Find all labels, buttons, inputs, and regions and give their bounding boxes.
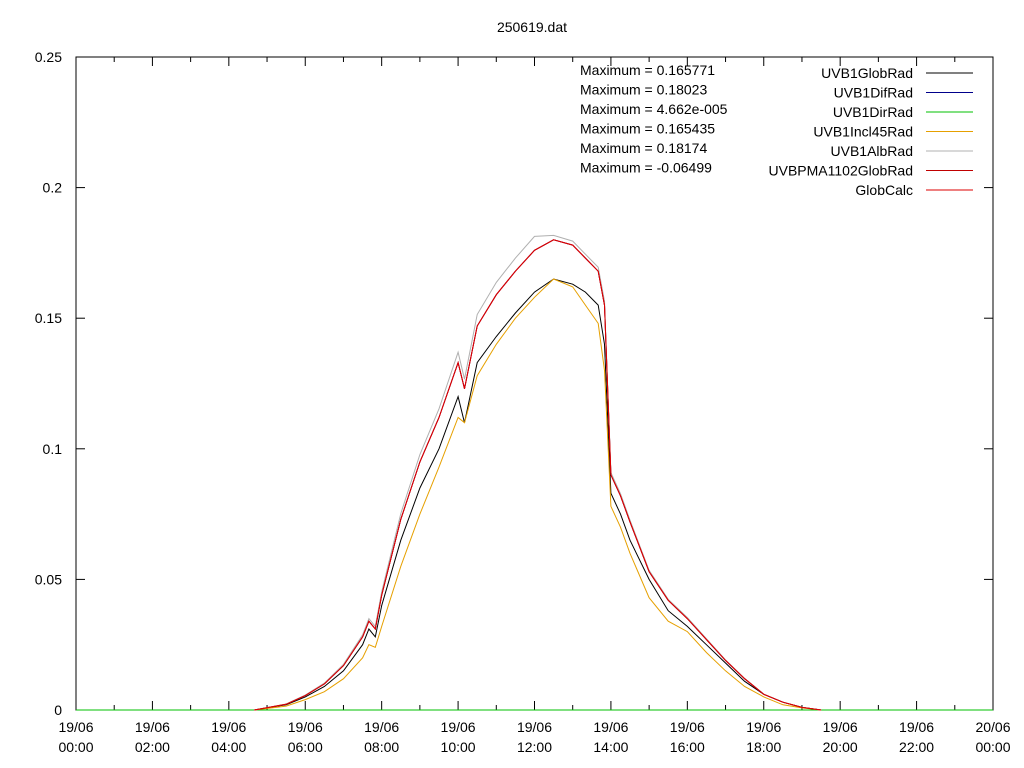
series-line-uvb1albrad	[254, 234, 822, 711]
y-tick-label: 0.2	[43, 180, 63, 196]
series-line-globcalc	[254, 239, 822, 711]
x-tick-label: 19/06 16:00	[670, 719, 705, 755]
x-tick-label: 19/06 18:00	[746, 719, 781, 755]
legend: UVB1GlobRad UVB1DifRad UVB1DirRad UVB1Incl4…	[769, 65, 973, 198]
x-tick-label: 19/06 00:00	[58, 719, 93, 755]
maximum-annotation: Maximum = 0.18174	[580, 140, 707, 156]
legend-label: UVB1AlbRad	[831, 143, 914, 159]
maximum-annotation: Maximum = 0.165771	[580, 62, 715, 78]
x-tick-label: 20/06 00:00	[975, 719, 1010, 755]
x-tick-label: 19/06 14:00	[593, 719, 628, 755]
maximum-annotation: Maximum = 0.18023	[580, 82, 707, 98]
x-axis-tick-labels: 19/06 00:00 19/06 02:00 19/06 04:00 19/06 06:00…	[58, 719, 1010, 755]
y-axis-tick-labels: 0 0.05 0.1 0.15 0.2 0.25	[35, 49, 62, 718]
chart-title: 250619.dat	[497, 19, 567, 35]
legend-label: UVB1GlobRad	[821, 65, 913, 81]
series-line-uvbpma1102globrad	[254, 239, 822, 711]
maximum-annotations: Maximum = 0.165771 Maximum = 0.18023 Maxim…	[580, 62, 728, 176]
maximum-annotation: Maximum = 4.662e-005	[580, 101, 728, 117]
x-tick-label: 19/06 08:00	[364, 719, 399, 755]
x-tick-label: 19/06 20:00	[823, 719, 858, 755]
x-tick-label: 19/06 06:00	[288, 719, 323, 755]
x-tick-label: 19/06 02:00	[135, 719, 170, 755]
series-line-uvb1incl45rad	[254, 278, 822, 711]
axis-ticks	[75, 56, 994, 711]
legend-label: UVBPMA1102GlobRad	[769, 163, 913, 179]
legend-label: UVB1DifRad	[834, 85, 913, 101]
legend-label: GlobCalc	[855, 182, 913, 198]
y-tick-label: 0.1	[43, 441, 63, 457]
series-line-uvb1globrad	[254, 278, 822, 711]
x-tick-label: 19/06 12:00	[517, 719, 552, 755]
maximum-annotation: Maximum = -0.06499	[580, 160, 712, 176]
legend-label: UVB1Incl45Rad	[813, 124, 913, 140]
y-tick-label: 0.25	[35, 49, 62, 65]
x-tick-label: 19/06 10:00	[441, 719, 476, 755]
x-tick-label: 19/06 22:00	[899, 719, 934, 755]
y-tick-label: 0.15	[35, 310, 62, 326]
series-line-uvb1difrad	[254, 239, 822, 711]
series-lines	[76, 234, 993, 711]
legend-label: UVB1DirRad	[833, 104, 913, 120]
y-tick-label: 0.05	[35, 571, 62, 587]
maximum-annotation: Maximum = 0.165435	[580, 121, 715, 137]
x-tick-label: 19/06 04:00	[211, 719, 246, 755]
y-tick-label: 0	[54, 702, 62, 718]
